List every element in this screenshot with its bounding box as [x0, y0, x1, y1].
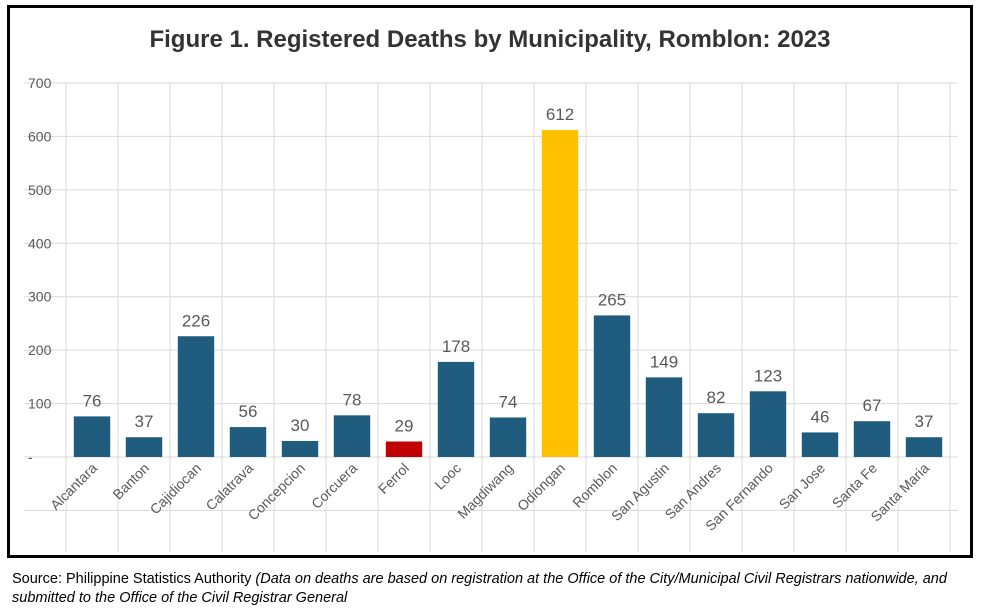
data-label: 74	[499, 392, 518, 411]
y-tick-label: 400	[28, 235, 52, 251]
data-label: 123	[754, 366, 782, 385]
data-label: 76	[83, 391, 102, 410]
data-label: 37	[135, 412, 154, 431]
category-label: Romblon	[569, 460, 620, 511]
bar	[385, 441, 423, 457]
data-label: 265	[598, 290, 626, 309]
bar	[229, 427, 267, 457]
category-label: San Jose	[776, 460, 829, 513]
bar	[333, 415, 371, 457]
bar	[489, 417, 527, 457]
chart-frame: Figure 1. Registered Deaths by Municipal…	[7, 5, 973, 558]
y-tick-label: 600	[28, 128, 52, 144]
y-tick-label: 300	[28, 289, 52, 305]
bar	[593, 315, 631, 457]
category-label: Banton	[109, 460, 152, 503]
data-label: 67	[863, 396, 882, 415]
data-label: 78	[343, 390, 362, 409]
y-tick-label: 500	[28, 182, 52, 198]
category-label: Magdiwang	[454, 460, 516, 522]
category-label: Corcuera	[308, 460, 360, 512]
source-note: Source: Philippine Statistics Authority …	[12, 570, 972, 608]
data-label: 82	[707, 388, 726, 407]
category-label: Calatrava	[202, 460, 256, 514]
bar	[541, 130, 579, 457]
data-label: 178	[442, 337, 470, 356]
category-label: Cajidiocan	[147, 460, 205, 518]
bar	[125, 437, 163, 457]
source-note-italic: (Data on deaths are based on registratio…	[12, 571, 947, 606]
y-tick-label: -	[28, 449, 33, 465]
y-tick-label: 700	[28, 75, 52, 91]
data-label: 612	[546, 105, 574, 124]
y-tick-label: 100	[28, 396, 52, 412]
bar	[177, 336, 215, 457]
data-label: 46	[811, 407, 830, 426]
data-label: 30	[291, 416, 310, 435]
category-label: Alcantara	[47, 460, 100, 513]
bar	[645, 377, 683, 457]
data-label: 37	[915, 412, 934, 431]
category-label: Looc	[431, 460, 464, 493]
y-tick-label: 200	[28, 342, 52, 358]
category-label: Odiongan	[514, 460, 568, 514]
bar	[853, 421, 891, 457]
data-label: 226	[182, 311, 210, 330]
bar	[697, 413, 735, 457]
bar	[73, 416, 111, 457]
bar-chart: - 100 200 300 400 500 600 700 76 Alcantara 37 Banto…	[24, 75, 958, 552]
data-label: 149	[650, 352, 678, 371]
bar	[437, 361, 475, 457]
source-prefix: Source: Philippine Statistics Authority	[12, 571, 256, 587]
category-label: Ferrol	[375, 460, 412, 497]
category-label: Santa Fe	[829, 460, 881, 512]
bar	[749, 391, 787, 457]
data-label: 29	[395, 417, 414, 436]
bar	[281, 440, 319, 457]
bar	[905, 437, 943, 457]
data-label: 56	[239, 402, 258, 421]
bar	[801, 432, 839, 457]
chart-title: Figure 1. Registered Deaths by Municipal…	[149, 26, 831, 53]
